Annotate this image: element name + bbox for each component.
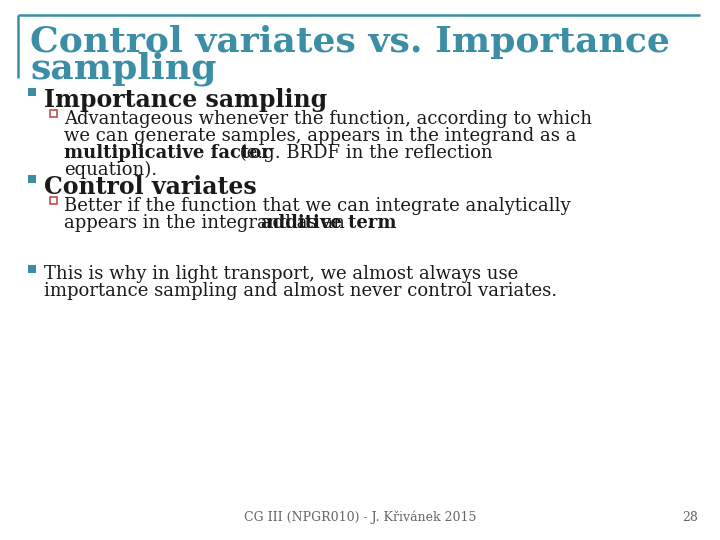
Text: Importance sampling: Importance sampling: [44, 88, 327, 112]
Bar: [28, 265, 36, 273]
Text: 28: 28: [682, 511, 698, 524]
Bar: [50, 197, 57, 204]
Text: sampling: sampling: [30, 52, 217, 86]
Text: importance sampling and almost never control variates.: importance sampling and almost never con…: [44, 282, 557, 300]
Bar: [50, 110, 57, 117]
Text: we can generate samples, appears in the integrand as a: we can generate samples, appears in the …: [64, 127, 577, 145]
Text: (e.g. BRDF in the reflection: (e.g. BRDF in the reflection: [234, 144, 492, 162]
Bar: [28, 175, 36, 183]
Text: equation).: equation).: [64, 161, 157, 179]
Text: .: .: [366, 214, 372, 232]
Text: Better if the function that we can integrate analytically: Better if the function that we can integ…: [64, 197, 571, 215]
Text: multiplicative factor: multiplicative factor: [64, 144, 271, 162]
Text: additive term: additive term: [261, 214, 396, 232]
Bar: [28, 88, 36, 96]
Text: This is why in light transport, we almost always use: This is why in light transport, we almos…: [44, 265, 518, 283]
Text: Advantageous whenever the function, according to which: Advantageous whenever the function, acco…: [64, 110, 592, 128]
Text: appears in the integrand as an: appears in the integrand as an: [64, 214, 351, 232]
Text: Control variates vs. Importance: Control variates vs. Importance: [30, 25, 670, 59]
Text: Control variates: Control variates: [44, 175, 257, 199]
Text: CG III (NPGR010) - J. Křivánek 2015: CG III (NPGR010) - J. Křivánek 2015: [244, 510, 476, 524]
